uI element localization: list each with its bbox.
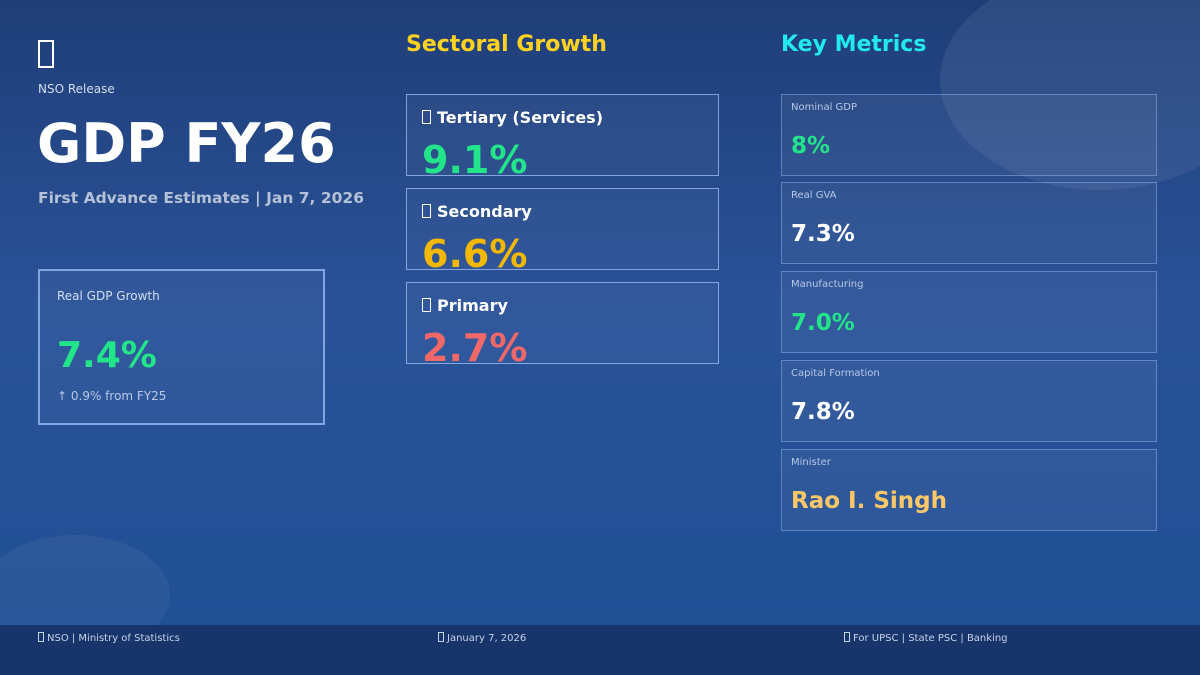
source-label: NSO Release: [38, 82, 115, 96]
sector-value: 2.7%: [422, 326, 528, 370]
metric-label: Minister: [791, 457, 831, 468]
metric-value: 8%: [791, 133, 831, 159]
metric-label: Manufacturing: [791, 279, 864, 290]
book-icon: [844, 632, 850, 642]
headline-label: Real GDP Growth: [57, 289, 160, 303]
sector-card-tertiary: Tertiary (Services) 9.1%: [406, 94, 719, 182]
building-icon: [38, 632, 44, 642]
headline-value: 7.4%: [57, 335, 157, 376]
sector-label: Secondary: [437, 202, 532, 221]
page-title: GDP FY26: [37, 112, 336, 175]
logo-icon: [38, 40, 54, 72]
metric-value: 7.8%: [791, 399, 855, 425]
sector-icon: [422, 204, 431, 218]
sector-value: 6.6%: [422, 232, 528, 276]
metric-label: Real GVA: [791, 190, 837, 201]
metric-card-capital-formation: Capital Formation 7.8%: [781, 360, 1157, 442]
sector-icon: [422, 110, 431, 124]
metric-card-real-gva: Real GVA 7.3%: [781, 182, 1157, 264]
footer-date: January 7, 2026: [447, 633, 527, 644]
metric-value: Rao I. Singh: [791, 488, 948, 514]
metric-value: 7.0%: [791, 310, 855, 336]
metric-label: Nominal GDP: [791, 102, 858, 113]
sector-label: Tertiary (Services): [437, 108, 604, 127]
footer-source: NSO | Ministry of Statistics: [47, 633, 180, 644]
footer-audience: For UPSC | State PSC | Banking: [853, 633, 1008, 644]
metric-value: 7.3%: [791, 221, 855, 247]
headline-card: Real GDP Growth 7.4% ↑ 0.9% from FY25: [38, 269, 325, 425]
headline-change: ↑ 0.9% from FY25: [57, 389, 167, 403]
subtitle: First Advance Estimates | Jan 7, 2026: [38, 189, 364, 207]
sector-card-secondary: Secondary 6.6%: [406, 188, 719, 276]
sectoral-title: Sectoral Growth: [406, 32, 607, 57]
calendar-icon: [438, 632, 444, 642]
footer: NSO | Ministry of Statistics January 7, …: [0, 625, 1200, 675]
metric-card-minister: Minister Rao I. Singh: [781, 449, 1157, 531]
metrics-title: Key Metrics: [781, 32, 927, 57]
metric-card-nominal-gdp: Nominal GDP 8%: [781, 94, 1157, 176]
sector-icon: [422, 298, 431, 312]
sector-label: Primary: [437, 296, 508, 315]
sector-value: 9.1%: [422, 138, 528, 182]
sector-card-primary: Primary 2.7%: [406, 282, 719, 370]
metric-card-manufacturing: Manufacturing 7.0%: [781, 271, 1157, 353]
metric-label: Capital Formation: [791, 368, 880, 379]
